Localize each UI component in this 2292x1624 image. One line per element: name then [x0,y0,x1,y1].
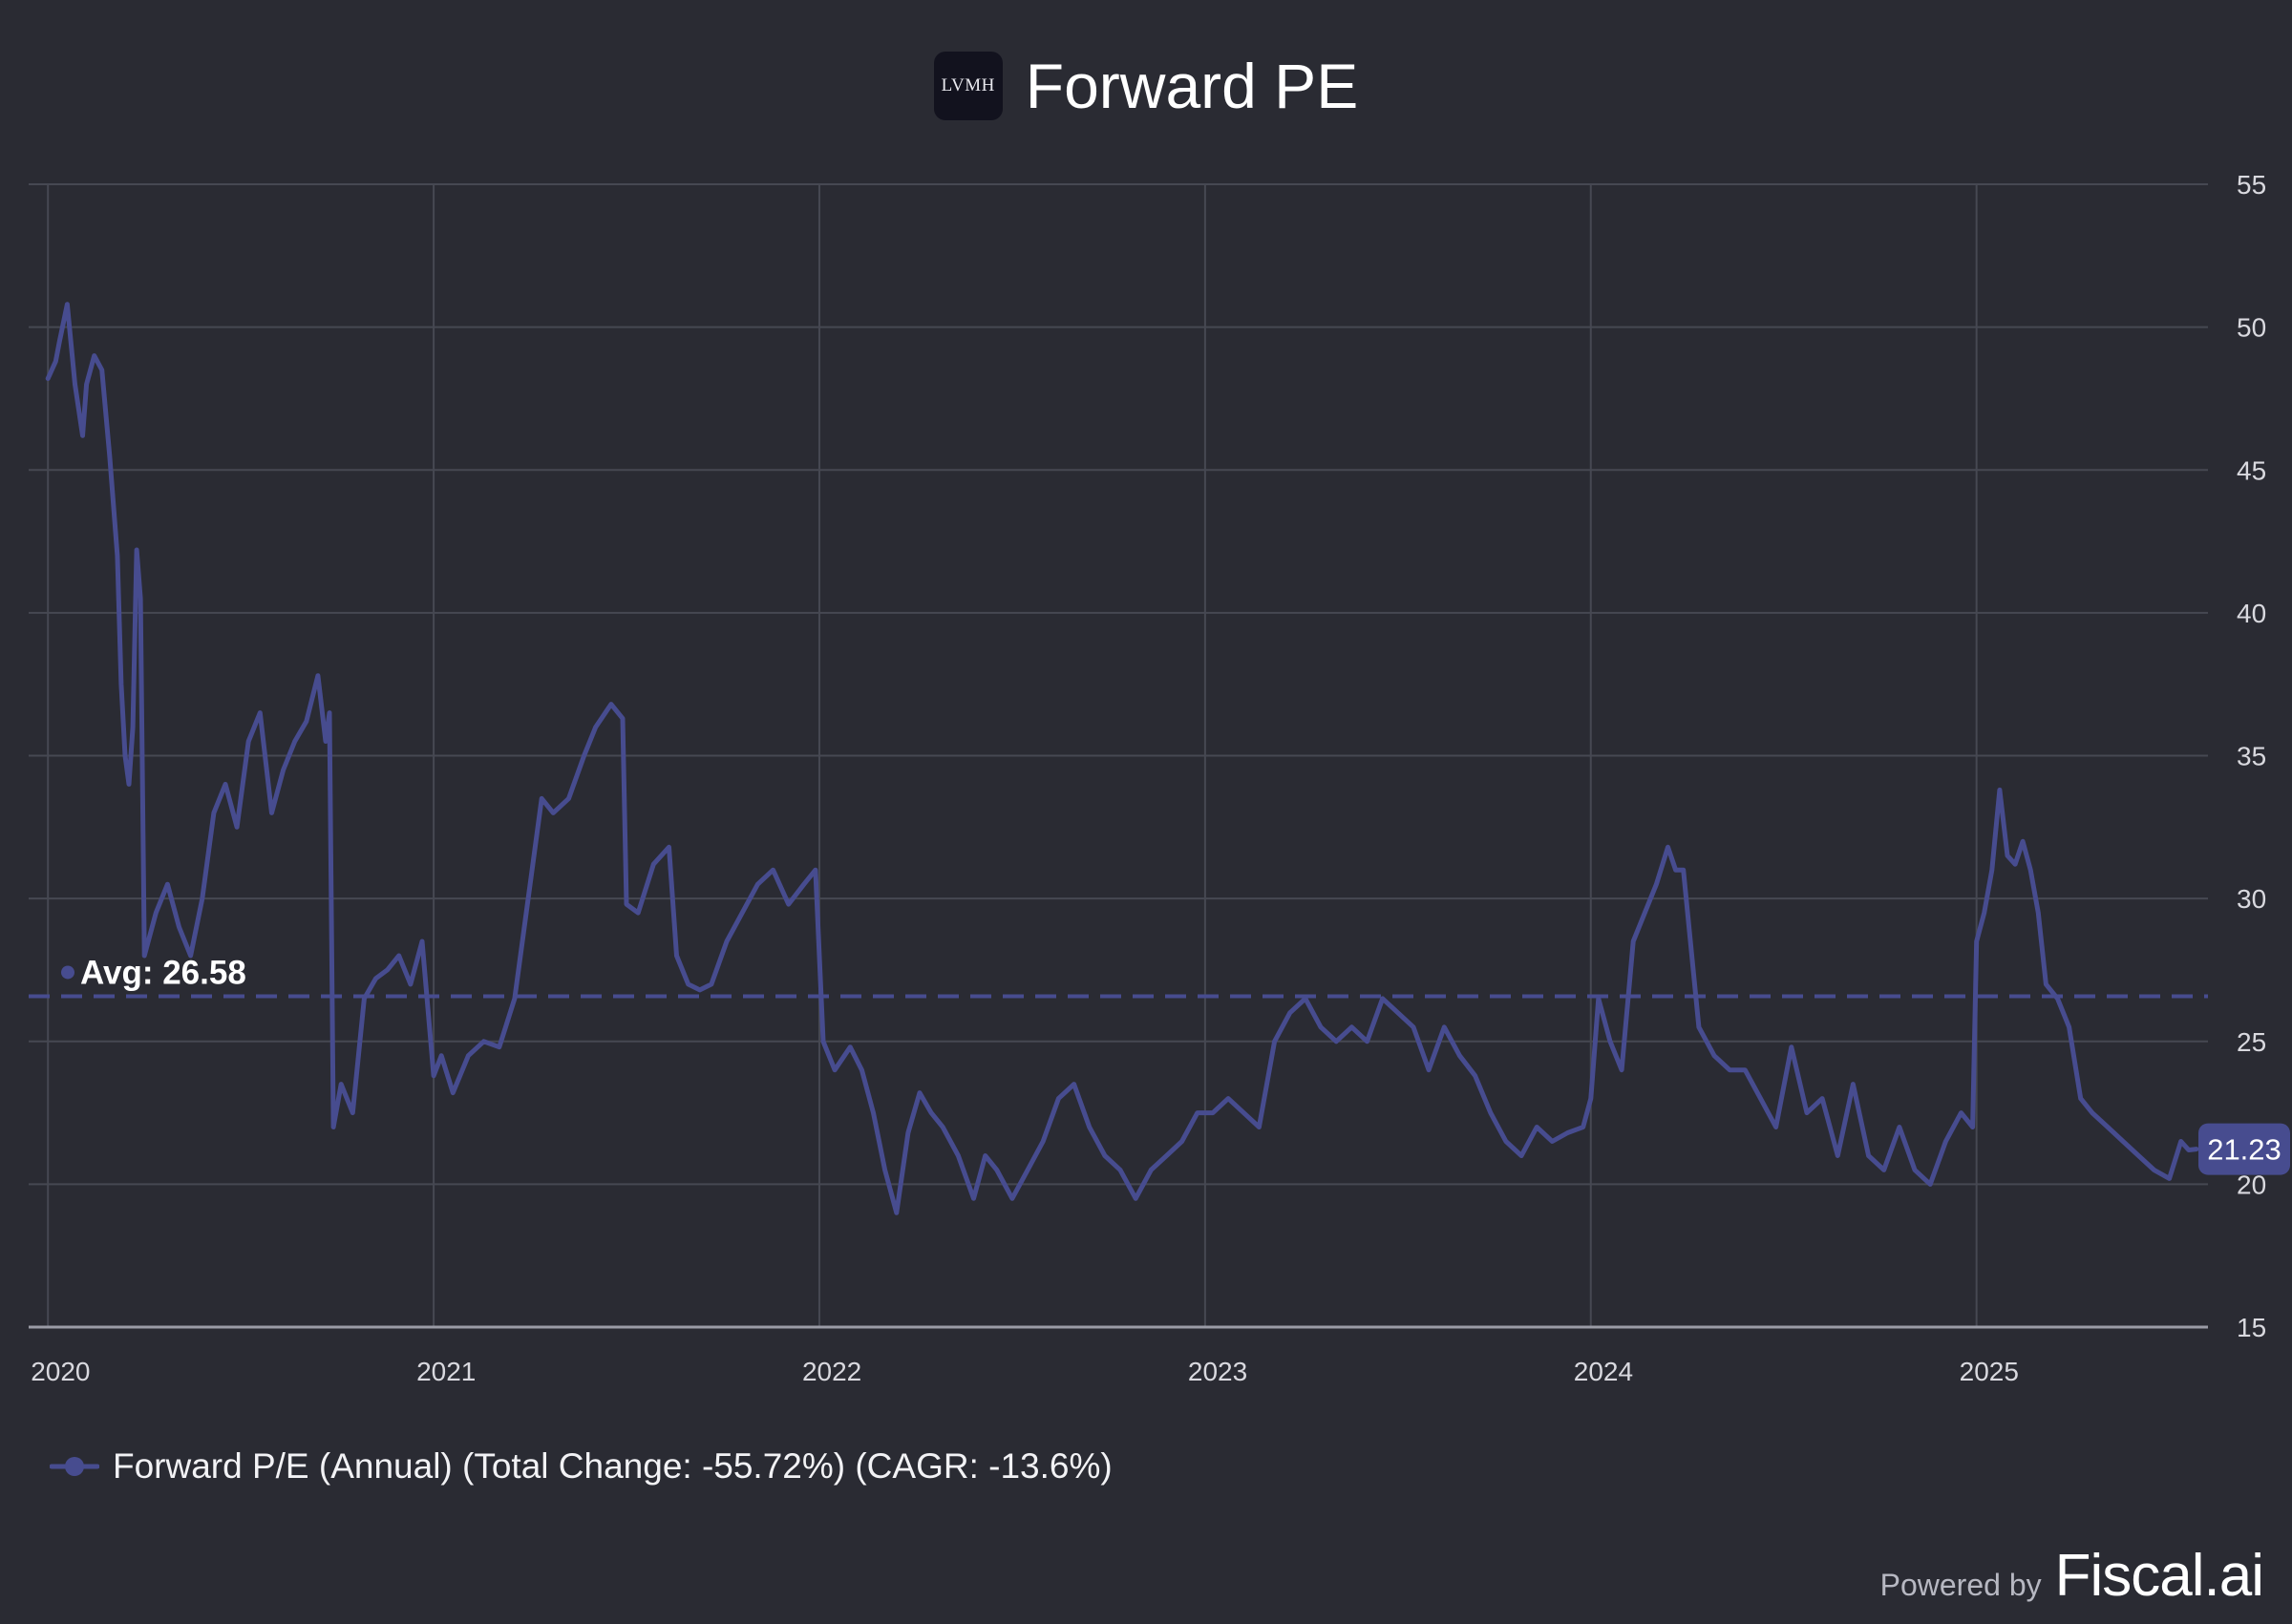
y-tick-label-15: 15 [2237,1313,2266,1342]
y-tick-label-40: 40 [2237,599,2266,628]
last-value-label: 21.23 [2207,1133,2281,1167]
series-line [45,302,2199,1215]
x-tick-label-2024: 2024 [1574,1357,1633,1386]
y-tick-label-55: 55 [2237,170,2266,200]
x-tick-label-2025: 2025 [1960,1357,2019,1386]
footer-branding: Powered by Fiscal.ai [1879,1542,2264,1610]
powered-by-text: Powered by [1879,1568,2042,1602]
chart-title: Forward PE [1025,51,1359,121]
average-marker [61,965,74,980]
legend-label: Forward P/E (Annual) (Total Change: -55.… [113,1446,1113,1486]
y-tick-label-50: 50 [2237,313,2266,343]
company-logo-text: LVMH [941,75,995,95]
last-value-badge [2198,1123,2290,1175]
chart-header: LVMH Forward PE [0,48,2292,124]
y-tick-label-25: 25 [2237,1027,2266,1057]
average-label: Avg: 26.58 [80,954,246,991]
x-tick-label-2022: 2022 [802,1357,861,1386]
y-tick-label-45: 45 [2237,455,2266,485]
y-tick-label-30: 30 [2237,884,2266,914]
company-logo: LVMH [933,52,1003,120]
brand-logo: Fiscal.ai [2054,1543,2264,1609]
x-tick-label-2021: 2021 [416,1357,476,1386]
horizontal-gridlines [29,183,2208,1186]
legend-series-icon [50,1457,99,1476]
x-tick-label-2023: 2023 [1188,1357,1247,1386]
x-tick-label-2020: 2020 [31,1357,90,1386]
y-tick-label-35: 35 [2237,742,2266,771]
legend[interactable]: Forward P/E (Annual) (Total Change: -55.… [50,1445,1113,1487]
x-axis-ticks: 2020 2021 2022 2023 2024 2025 [31,1357,2019,1386]
